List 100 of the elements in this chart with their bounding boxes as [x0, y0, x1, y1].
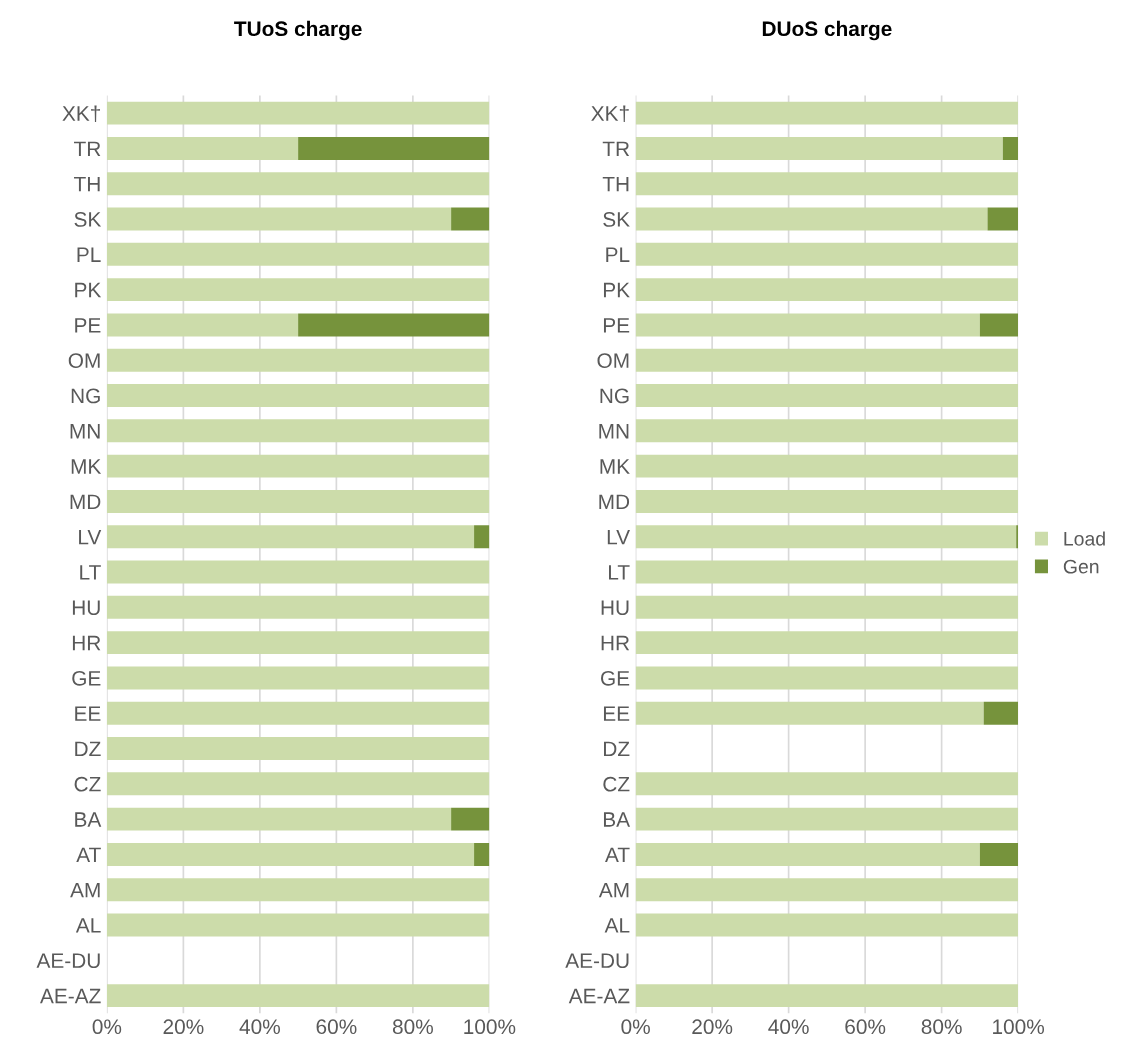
bar — [106, 772, 490, 796]
bar — [106, 207, 452, 231]
bar — [106, 631, 490, 655]
y-tick-label: PL — [606, 247, 630, 262]
bar — [106, 454, 490, 478]
x-tick-label: 60% — [845, 1019, 886, 1035]
bar — [474, 525, 490, 549]
bar — [106, 737, 490, 760]
bar — [635, 631, 1019, 655]
bar — [106, 701, 490, 725]
y-tick-label: CZ — [603, 776, 630, 792]
x-tick-label: 100% — [464, 1019, 516, 1035]
bar — [635, 242, 1019, 266]
y-tick-label: AT — [605, 847, 630, 862]
y-tick-label: TH — [74, 176, 100, 192]
y-tick-label: AT — [76, 847, 101, 862]
bar — [635, 348, 1019, 372]
bar — [106, 666, 490, 690]
y-tick-label: PE — [75, 318, 101, 333]
bar — [106, 595, 490, 619]
bar — [635, 101, 1019, 125]
bar — [635, 842, 980, 866]
x-tick-label: 0% — [621, 1019, 650, 1035]
y-tick-label: XK† — [591, 105, 629, 123]
bar — [106, 313, 299, 337]
y-tick-label: MD — [599, 494, 630, 509]
bar — [635, 525, 1017, 549]
bar — [635, 207, 988, 231]
bar — [106, 489, 490, 513]
y-tick-label: MK — [71, 459, 102, 474]
bar — [106, 525, 475, 549]
y-tick-label: GE — [601, 670, 630, 686]
y-tick-label: BA — [75, 812, 102, 827]
bar — [635, 489, 1019, 513]
x-tick-label: 100% — [993, 1019, 1045, 1035]
y-tick-label: MN — [70, 424, 100, 439]
y-tick-label: TR — [602, 141, 630, 156]
y-tick-label: DZ — [604, 741, 630, 757]
bar — [635, 454, 1019, 478]
bar — [635, 807, 1019, 831]
y-tick-label: PL — [77, 247, 101, 262]
y-tick-label: AL — [604, 918, 630, 933]
bar — [106, 278, 490, 302]
y-tick-label: AE-DU — [36, 953, 100, 969]
bar — [106, 348, 490, 372]
bar — [1002, 136, 1019, 160]
bar — [451, 207, 490, 231]
y-tick-label: LT — [609, 565, 630, 580]
bar — [635, 913, 1019, 937]
y-tick-label: AM — [70, 882, 100, 898]
y-tick-label: NG — [71, 388, 100, 404]
chart-title: DUoS charge — [762, 20, 892, 41]
y-tick-label: MN — [599, 424, 629, 439]
y-tick-label: PK — [75, 282, 102, 298]
bar — [635, 878, 1019, 902]
bar — [106, 136, 299, 160]
bar — [635, 419, 1019, 443]
bar — [635, 772, 1019, 796]
bar — [106, 984, 490, 1008]
x-tick-label: 20% — [163, 1019, 204, 1035]
bar — [451, 807, 490, 831]
y-tick-label: EE — [75, 706, 101, 721]
bar — [635, 136, 1003, 160]
bar — [983, 701, 1019, 725]
y-tick-label: GE — [72, 670, 101, 686]
y-tick-label: AE-AZ — [568, 988, 630, 1004]
y-tick-label: PE — [603, 318, 630, 333]
bar — [979, 313, 1019, 337]
y-tick-label: PK — [603, 282, 630, 298]
y-tick-label: HR — [72, 635, 101, 651]
x-tick-label: 60% — [316, 1019, 357, 1035]
y-tick-label: OM — [597, 353, 629, 368]
bar — [106, 419, 490, 443]
x-tick-label: 80% — [921, 1019, 962, 1035]
y-tick-label: TR — [74, 141, 101, 156]
bar — [635, 172, 1019, 196]
bar — [635, 984, 1019, 1008]
bar — [106, 101, 490, 125]
y-tick-label: XK† — [62, 105, 100, 123]
bar — [106, 560, 490, 584]
y-tick-label: TH — [602, 176, 629, 192]
bar — [635, 560, 1019, 584]
x-tick-label: 80% — [392, 1019, 433, 1035]
y-tick-label: SK — [603, 212, 630, 227]
bar — [635, 701, 984, 725]
bar — [635, 384, 1019, 407]
y-tick-label: LV — [79, 529, 102, 545]
y-tick-label: OM — [68, 353, 100, 368]
x-tick-label: 40% — [768, 1019, 809, 1035]
bar — [106, 842, 475, 866]
bar — [106, 878, 490, 902]
x-tick-label: 0% — [92, 1019, 122, 1035]
y-tick-label: MD — [70, 494, 101, 509]
y-tick-label: DZ — [75, 741, 101, 757]
x-tick-label: 40% — [239, 1019, 280, 1035]
y-tick-label: HU — [72, 600, 100, 616]
y-tick-label: AL — [75, 918, 101, 933]
y-tick-label: HR — [601, 635, 630, 651]
y-tick-label: AM — [598, 882, 629, 898]
bar — [106, 172, 490, 196]
